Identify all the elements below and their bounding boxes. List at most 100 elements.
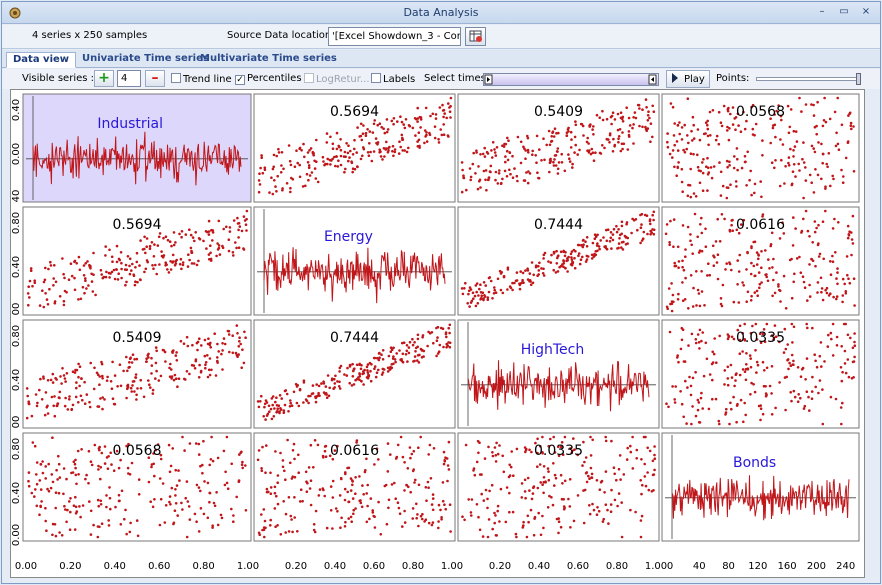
scatter-point [448,106,451,109]
scatter-point [706,156,709,160]
scatter-point [623,234,627,238]
tab-univariate[interactable]: Univariate Time series [82,53,209,64]
scatter-point [781,143,785,146]
scatter-point [782,232,786,235]
scatter-point [137,478,141,481]
percentiles-label: Percentiles [247,73,302,84]
x-tick-label: 0.60 [567,561,589,572]
scatter-point [604,439,608,443]
scatter-point [53,414,57,418]
matrix-cell-2-1[interactable] [253,319,456,429]
scatter-point [120,261,123,265]
scatter-point [773,291,777,295]
scatter-point [326,162,329,166]
scatter-point [496,509,500,513]
scatter-point [95,371,99,375]
scatter-point [807,395,810,399]
minimize-button[interactable]: – [819,6,825,17]
matrix-cell-2-2[interactable] [457,319,660,429]
scatter-point [588,512,592,516]
scatter-point [520,496,524,499]
scatter-point [846,236,850,240]
scatter-point [237,246,241,249]
scatter-point [843,362,847,365]
matrix-cell-3-1[interactable] [253,432,456,542]
percentiles-box[interactable]: ✓ [235,75,245,85]
matrix-cell-1-1[interactable] [253,206,456,316]
scatter-point [49,486,53,490]
scatter-point [812,147,815,150]
source-location-field[interactable]: '[Excel Showdown_3 - Corre [328,27,461,46]
scatter-point [595,513,599,516]
scatter-point [141,248,145,251]
scatter-point [700,290,704,293]
scatter-point [243,330,246,334]
scatter-point [469,175,473,179]
matrix-cell-3-3[interactable] [661,432,860,542]
add-series-button[interactable]: + [94,70,114,87]
scatter-point [756,294,759,297]
scatter-point [409,490,413,494]
scatter-point [447,440,451,444]
scatter-point [276,524,279,527]
scatter-point [410,452,414,456]
scatter-point [116,385,119,388]
time-range-slider[interactable] [483,73,659,86]
scatter-point [285,182,289,185]
scatter-point [55,378,58,381]
scatter-point [726,377,730,380]
scatter-point [810,103,813,106]
matrix-cell-1-2[interactable] [457,206,660,316]
scatter-point [581,239,585,242]
percentiles-checkbox[interactable]: ✓ Percentiles [235,73,302,85]
trend-line-box[interactable] [171,73,181,83]
scatter-point [617,467,621,471]
scatter-point [442,462,446,466]
matrix-cell-3-0[interactable] [22,432,252,542]
scatter-point [298,146,302,150]
scatter-point [280,397,284,400]
scatter-point [730,335,734,339]
scatter-point [62,303,66,307]
scatter-point [508,285,512,288]
scatter-point [392,362,395,366]
play-button[interactable]: Play [666,70,710,88]
scatter-point [135,260,139,264]
scatter-point [834,144,838,148]
points-slider-thumb[interactable] [856,73,861,85]
points-slider[interactable] [756,73,861,85]
scatter-point [722,104,726,108]
scatter-point [613,118,617,121]
labels-checkbox[interactable]: Labels [371,73,415,85]
scatter-point [201,463,204,467]
title-bar[interactable]: Data Analysis – ▭ × [2,2,880,24]
labels-box[interactable] [371,73,381,83]
scatter-point [100,451,104,455]
remove-series-button[interactable]: – [145,70,165,87]
scatter-point [634,510,637,514]
matrix-cell-1-3[interactable] [661,206,860,316]
scatter-point [484,284,488,287]
maximize-button[interactable]: ▭ [839,6,849,17]
scatter-point [513,167,516,170]
tab-data-view[interactable]: Data view [6,52,77,68]
log-returns-box [304,73,314,83]
close-button[interactable]: × [861,6,871,17]
tab-multivariate[interactable]: Multivariate Time series [200,53,337,64]
scatter-point [304,184,307,188]
scatter-point [477,294,480,297]
scatter-point [42,280,46,284]
scatter-point [825,291,829,295]
scatter-point [322,456,325,459]
visible-series-input[interactable]: 4 [117,70,141,87]
scatter-point [652,232,656,236]
matrix-cell-0-3[interactable] [661,93,860,203]
trend-line-checkbox[interactable]: Trend line [171,73,232,85]
scatter-point [737,301,741,304]
matrix-cell-2-3[interactable] [661,319,860,429]
scatter-point [291,530,294,534]
scatter-point [474,284,478,287]
matrix-cell-3-2[interactable] [457,432,660,542]
source-picker-button[interactable] [465,27,486,46]
scatter-point [649,222,652,226]
